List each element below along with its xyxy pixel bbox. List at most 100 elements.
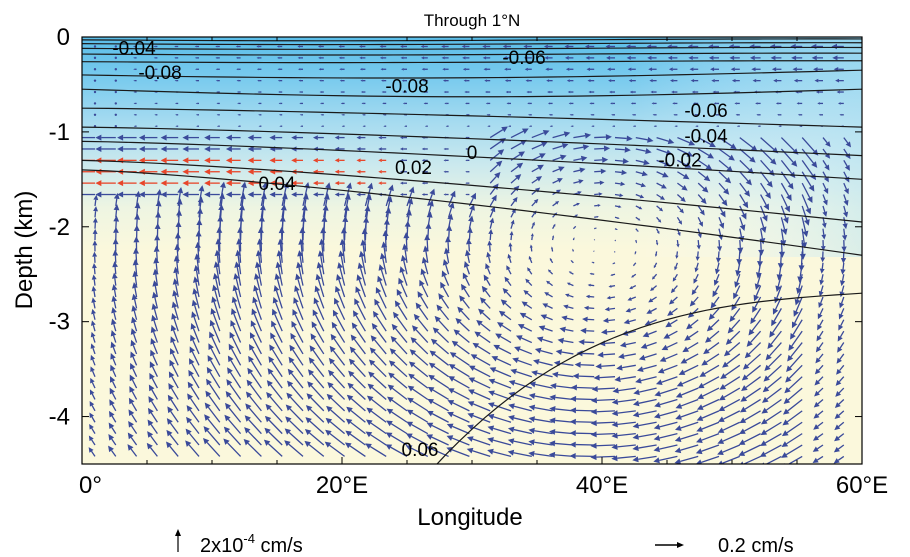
velocity-arrow	[390, 423, 408, 435]
velocity-arrowhead	[574, 225, 577, 228]
velocity-arrow	[92, 336, 96, 343]
velocity-arrowhead	[378, 181, 382, 185]
velocity-arrowhead	[758, 249, 765, 256]
velocity-arrowhead	[504, 79, 508, 82]
velocity-arrowhead	[336, 273, 342, 281]
vertical-key-exponent: -4	[243, 531, 255, 546]
velocity-arrowhead	[745, 178, 752, 186]
velocity-arrowhead	[174, 68, 177, 71]
velocity-arrowhead	[154, 222, 161, 230]
velocity-arrow	[840, 319, 845, 327]
velocity-arrow	[308, 444, 325, 457]
velocity-arrowhead	[549, 125, 552, 127]
velocity-arrowhead	[441, 56, 445, 60]
velocity-arrow	[552, 168, 560, 173]
velocity-arrowhead	[840, 257, 847, 264]
velocity-arrow	[371, 398, 387, 412]
velocity-arrow	[792, 319, 803, 335]
velocity-arrowhead	[214, 249, 221, 257]
velocity-arrowhead	[273, 285, 280, 292]
velocity-arrowhead	[293, 297, 299, 304]
velocity-arrow	[613, 251, 616, 253]
velocity-arrow	[737, 262, 741, 271]
velocity-arrowhead	[742, 363, 750, 370]
velocity-arrow	[701, 433, 720, 441]
velocity-arrowhead	[113, 192, 120, 200]
velocity-arrowhead	[446, 435, 454, 441]
velocity-arrowhead	[633, 389, 640, 396]
velocity-arrowhead	[346, 182, 353, 189]
velocity-arrowhead	[445, 236, 452, 243]
velocity-arrow	[654, 262, 658, 267]
velocity-arrowhead	[340, 227, 347, 234]
velocity-arrowhead	[833, 446, 840, 453]
velocity-arrow	[697, 194, 704, 201]
velocity-arrow	[188, 432, 200, 446]
velocity-arrow	[153, 308, 159, 320]
velocity-arrowhead	[681, 184, 688, 191]
velocity-arrow	[349, 433, 366, 446]
velocity-arrowhead	[834, 435, 841, 442]
velocity-arrow	[617, 398, 636, 403]
velocity-arrow	[531, 236, 533, 241]
velocity-arrow	[489, 140, 502, 150]
velocity-arrowhead	[175, 114, 177, 116]
velocity-arrowhead	[231, 296, 238, 304]
velocity-arrowhead	[424, 234, 431, 241]
velocity-arrow	[195, 282, 200, 298]
velocity-arrow	[743, 444, 761, 454]
velocity-arrowhead	[299, 102, 301, 105]
velocity-arrow	[510, 142, 522, 150]
velocity-arrow	[94, 199, 97, 206]
velocity-arrow	[498, 347, 512, 355]
velocity-arrowhead	[111, 272, 118, 279]
velocity-arrowhead	[495, 333, 502, 340]
velocity-arrow	[801, 205, 808, 221]
velocity-arrow	[801, 194, 809, 210]
velocity-arrowhead	[506, 102, 509, 105]
velocity-arrowhead	[684, 162, 692, 168]
velocity-arrowhead	[782, 408, 790, 415]
velocity-arrow	[413, 364, 429, 378]
velocity-arrowhead	[170, 336, 176, 343]
velocity-arrow	[489, 233, 492, 241]
velocity-arrowhead	[441, 44, 445, 49]
velocity-arrow	[334, 326, 346, 343]
velocity-arrow	[676, 205, 682, 211]
velocity-arrowhead	[841, 234, 848, 241]
velocity-arrowhead	[443, 193, 446, 196]
contour-label: 0.04	[259, 174, 296, 195]
velocity-arrowhead	[735, 270, 742, 277]
velocity-arrow	[555, 396, 574, 401]
velocity-arrowhead	[312, 192, 318, 197]
velocity-arrowhead	[677, 232, 681, 237]
velocity-arrow	[614, 182, 621, 185]
velocity-arrowhead	[653, 457, 660, 464]
velocity-arrowhead	[291, 157, 297, 163]
velocity-arrowhead	[354, 298, 360, 305]
velocity-arrowhead	[467, 389, 475, 395]
velocity-arrowhead	[154, 234, 161, 241]
contour-label: -0.04	[684, 127, 728, 148]
velocity-arrowhead	[573, 237, 575, 239]
velocity-arrow	[547, 293, 553, 298]
velocity-arrowhead	[738, 439, 746, 445]
velocity-arrowhead	[549, 405, 556, 412]
velocity-arrow	[504, 302, 512, 309]
velocity-arrowhead	[238, 215, 245, 222]
velocity-arrowhead	[689, 67, 694, 72]
velocity-arrow	[510, 223, 514, 229]
velocity-arrowhead	[589, 272, 592, 275]
velocity-arrowhead	[629, 90, 633, 94]
velocity-arrow	[676, 239, 679, 245]
velocity-arrowhead	[352, 310, 359, 317]
velocity-arrowhead	[650, 287, 655, 292]
velocity-arrowhead	[225, 391, 232, 398]
velocity-arrowhead	[691, 289, 697, 296]
velocity-arrow	[594, 136, 606, 139]
velocity-arrowhead	[338, 56, 342, 60]
velocity-arrowhead	[611, 410, 619, 417]
velocity-arrowhead	[400, 136, 404, 140]
velocity-arrowhead	[802, 230, 809, 238]
velocity-arrow	[452, 390, 470, 401]
